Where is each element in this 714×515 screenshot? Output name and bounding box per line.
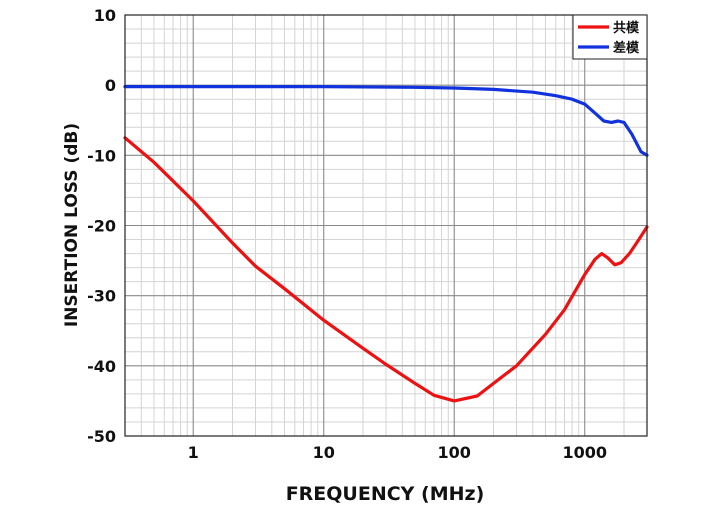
y-tick-label: -40 [87,357,116,376]
y-tick-label: -30 [87,287,116,306]
legend-label-2: 差模 [613,40,640,56]
y-tick-label: 10 [94,6,116,25]
y-tick-label: -20 [87,217,116,236]
x-tick-label: 1000 [562,443,607,462]
x-tick-label: 10 [313,443,335,462]
series-line-2 [123,85,649,157]
x-tick-label: 1 [188,443,199,462]
x-tick-label: 100 [438,443,471,462]
y-tick-label: -50 [87,427,116,446]
plot-frame [124,14,648,437]
series-layer [123,85,649,403]
y-tick-label: 0 [105,76,116,95]
legend-label-1: 共模 [613,20,640,36]
y-axis-ticks: 10 0 -10 -20 -30 -40 -50 [87,6,116,446]
y-tick-label: -10 [87,146,116,165]
series-line-1 [123,136,649,403]
legend-box [572,14,648,60]
x-axis-title: FREQUENCY (MHz) [286,483,485,505]
y-axis-title: INSERTION LOSS (dB) [62,123,82,327]
x-axis-ticks: 1 10 100 1000 [188,443,607,462]
